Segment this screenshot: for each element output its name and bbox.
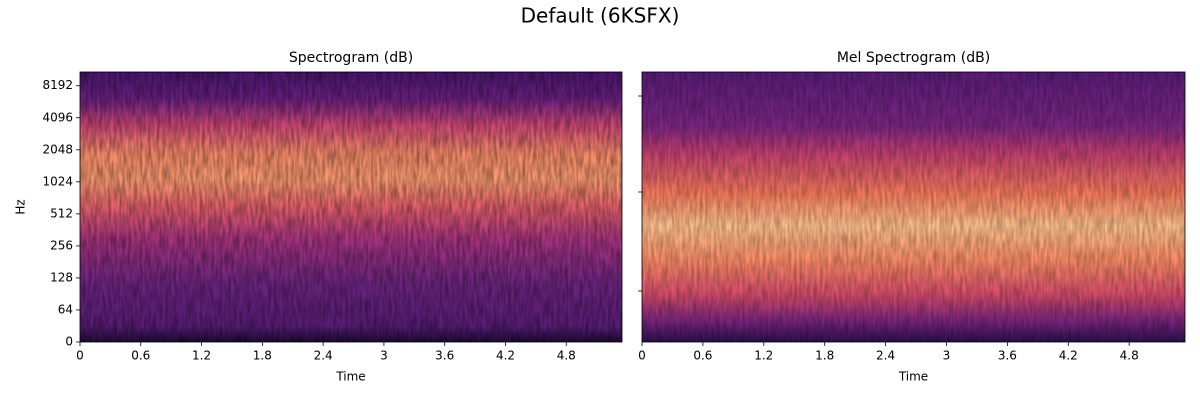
x-axis-label: Time (335, 370, 365, 384)
x-tick-label: 3.6 (435, 349, 454, 363)
x-tick-label: 3 (943, 349, 951, 363)
x-tick-label: 4.8 (557, 349, 576, 363)
y-tick-label: 0 (65, 335, 73, 349)
right-y-ticks (638, 95, 642, 292)
x-tick-label: 0.6 (131, 349, 150, 363)
y-tick-label: 512 (50, 206, 73, 220)
x-tick-label: 3 (380, 349, 388, 363)
spectrogram-image (80, 72, 622, 342)
figure-title: Default (6KSFX) (521, 4, 680, 28)
axes-frame (641, 71, 1186, 343)
y-tick-label: 4096 (42, 110, 73, 124)
axes-title: Mel Spectrogram (dB) (837, 50, 990, 66)
y-tick-label: 1024 (42, 174, 73, 188)
mel-spectrogram-image (642, 72, 1185, 342)
y-tick-label: 256 (50, 238, 73, 252)
x-tick-label: 1.2 (192, 349, 211, 363)
y-tick-label: 2048 (42, 142, 73, 156)
x-tick-label: 1.8 (815, 349, 834, 363)
x-tick-label: 2.4 (876, 349, 895, 363)
x-tick-label: 0.6 (693, 349, 712, 363)
x-tick-label: 4.2 (496, 349, 515, 363)
x-tick-label: 1.8 (253, 349, 272, 363)
x-tick-label: 4.8 (1120, 349, 1139, 363)
y-axis-label: Hz (14, 199, 28, 214)
axes-title: Spectrogram (dB) (289, 50, 413, 66)
x-tick-label: 4.2 (1059, 349, 1078, 363)
x-axis-label: Time (898, 370, 928, 384)
x-tick-label: 3.6 (998, 349, 1017, 363)
y-tick-label: 128 (50, 270, 73, 284)
axes-frame (79, 71, 623, 343)
y-tick-label: 8192 (42, 78, 73, 92)
x-tick-label: 0 (76, 349, 84, 363)
x-tick-label: 0 (638, 349, 646, 363)
x-tick-label: 2.4 (314, 349, 333, 363)
x-tick-label: 1.2 (754, 349, 773, 363)
y-tick-label: 64 (58, 302, 73, 316)
